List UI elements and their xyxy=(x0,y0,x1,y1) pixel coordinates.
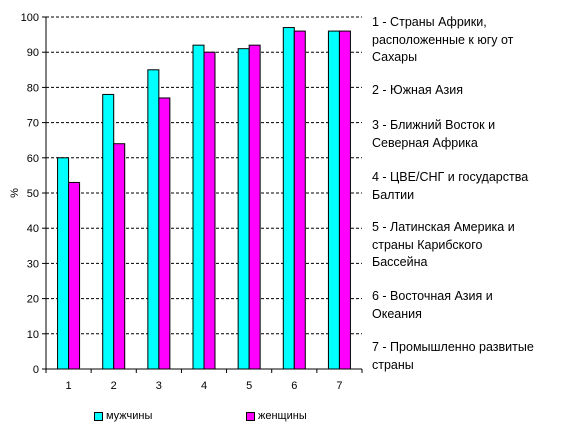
bar-men-4 xyxy=(192,44,205,370)
x-tick-label: 7 xyxy=(336,380,342,392)
note-4: 4 - ЦВЕ/СНГ и государства Балтии xyxy=(372,170,529,202)
y-tick-label: 70 xyxy=(27,118,39,130)
x-tick-label: 2 xyxy=(111,380,117,392)
y-tick-label: 80 xyxy=(27,82,39,94)
y-tick-label: 90 xyxy=(27,47,39,59)
x-tick-label: 1 xyxy=(66,380,72,392)
bar-men-6 xyxy=(282,27,295,370)
y-tick-label: 60 xyxy=(27,153,39,165)
x-tick-label: 6 xyxy=(291,380,297,392)
x-tick-label: 4 xyxy=(201,380,207,392)
legend-item-men: мужчины xyxy=(94,410,152,422)
note-2: 2 - Южная Азия xyxy=(372,83,463,97)
y-tick-label: 20 xyxy=(27,294,39,306)
y-tick-label: 0 xyxy=(33,364,39,376)
bar-women-2 xyxy=(113,143,126,370)
bar-men-7 xyxy=(327,30,340,370)
bar-women-3 xyxy=(158,97,171,370)
note-1: 1 - Страны Африки, расположенные к югу о… xyxy=(372,15,514,64)
note-3: 3 - Ближний Восток и Северная Африка xyxy=(372,118,496,150)
bar-women-4 xyxy=(203,51,216,370)
legend-label-women: женщины xyxy=(258,410,307,422)
bar-women-7 xyxy=(338,30,351,370)
note-7: 7 - Промышленно развитые страны xyxy=(372,340,534,372)
x-tick-label: 3 xyxy=(156,380,162,392)
bar-men-2 xyxy=(102,93,115,370)
legend: мужчины женщины xyxy=(0,408,562,428)
legend-swatch-men xyxy=(94,411,103,421)
tick-labels: 0 10 20 30 40 50 60 70 80 90 100 1 2 3 4 5 6 7 xyxy=(21,12,343,392)
y-tick-label: 50 xyxy=(27,188,39,200)
axes xyxy=(42,16,363,373)
y-tick-label: 40 xyxy=(27,223,39,235)
bar-men-1 xyxy=(57,157,70,370)
bar-women-6 xyxy=(293,30,306,370)
y-tick-label: 10 xyxy=(27,329,39,341)
y-tick-label: 100 xyxy=(21,12,39,24)
bar-women-1 xyxy=(68,181,81,370)
bar-men-5 xyxy=(237,48,250,370)
note-5: 5 - Латинская Америка и страны Карибског… xyxy=(372,220,515,269)
legend-swatch-women xyxy=(246,411,255,421)
bars xyxy=(57,27,351,370)
note-6: 6 - Восточная Азия и Океания xyxy=(372,289,493,321)
bar-women-5 xyxy=(248,44,261,370)
y-tick-label: 30 xyxy=(27,258,39,270)
x-tick-label: 5 xyxy=(246,380,252,392)
legend-label-men: мужчины xyxy=(106,410,153,422)
y-axis-label: % xyxy=(9,188,21,198)
legend-item-women: женщины xyxy=(246,410,307,422)
bar-men-3 xyxy=(147,69,160,370)
